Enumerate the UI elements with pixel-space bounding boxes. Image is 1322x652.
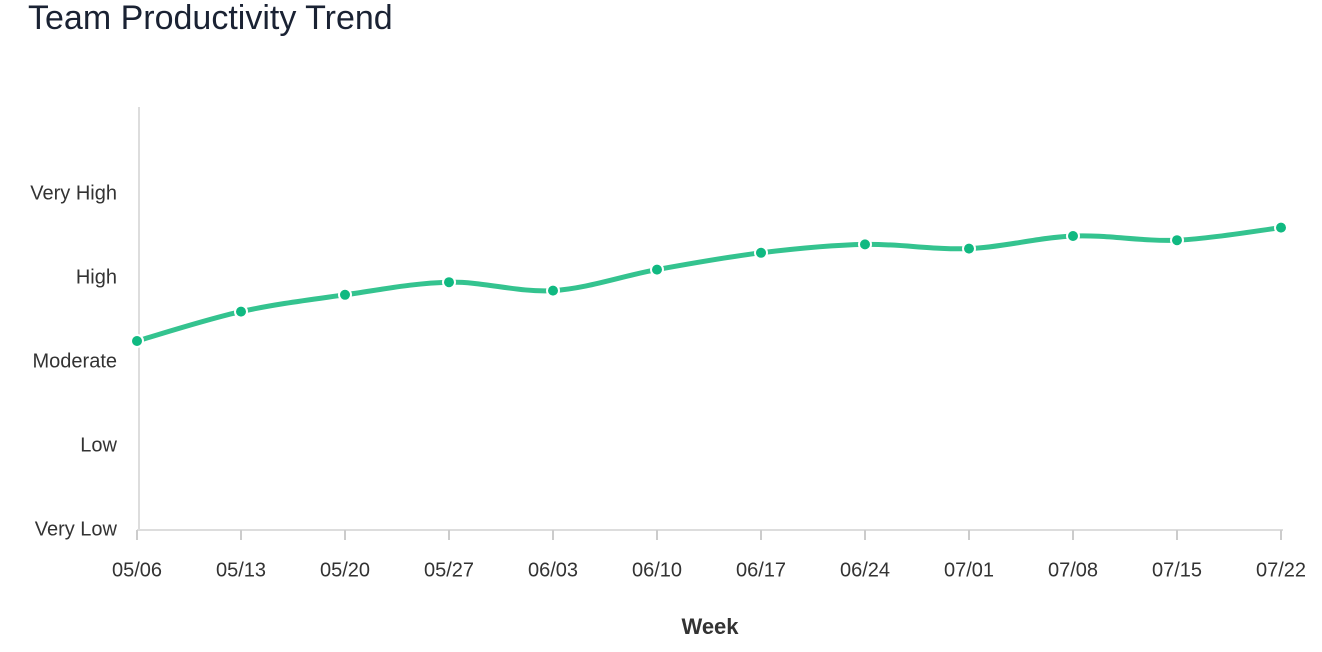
x-tick-label: 05/27 <box>424 559 474 581</box>
x-tick-label: 05/13 <box>216 559 266 581</box>
point <box>962 241 976 256</box>
y-tick-label: Very High <box>30 182 117 204</box>
point <box>338 287 352 302</box>
x-tick-label: 06/10 <box>632 559 682 581</box>
point <box>1274 220 1288 235</box>
x-tick-label: 07/22 <box>1256 559 1306 581</box>
x-tick-label: 05/06 <box>112 559 162 581</box>
line <box>134 225 1284 344</box>
x-tick-label: 07/08 <box>1048 559 1098 581</box>
point <box>650 262 664 277</box>
point <box>1170 233 1184 248</box>
x-tick-label: 06/24 <box>840 559 890 581</box>
x-axis-title: Week <box>681 614 739 639</box>
x-tick-label: 07/01 <box>944 559 994 581</box>
point <box>442 275 456 290</box>
point <box>858 237 872 252</box>
point <box>546 283 560 298</box>
y-tick-label: Low <box>80 434 117 456</box>
point <box>754 245 768 260</box>
y-tick-label: Very Low <box>35 518 118 540</box>
x-tick-label: 06/03 <box>528 559 578 581</box>
x-tick-label: 05/20 <box>320 559 370 581</box>
point <box>234 304 248 319</box>
y-tick-label: High <box>76 266 117 288</box>
y-tick-label: Moderate <box>33 350 118 372</box>
x-tick-label: 06/17 <box>736 559 786 581</box>
chart-title: Team Productivity Trend <box>28 0 393 37</box>
point <box>130 334 144 348</box>
x-tick-label: 07/15 <box>1152 559 1202 581</box>
point <box>1066 229 1080 243</box>
